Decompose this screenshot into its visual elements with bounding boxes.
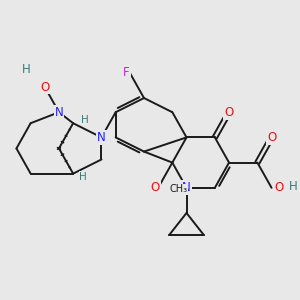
Text: N: N — [182, 181, 191, 194]
Text: O: O — [40, 80, 50, 94]
Text: N: N — [97, 131, 106, 144]
Text: O: O — [150, 181, 160, 194]
Text: H: H — [80, 172, 87, 182]
Text: O: O — [275, 181, 284, 194]
Text: O: O — [224, 106, 234, 119]
Text: O: O — [267, 131, 276, 144]
Text: H: H — [81, 115, 89, 125]
Text: H: H — [22, 63, 30, 76]
Text: CH₃: CH₃ — [169, 184, 187, 194]
Text: N: N — [55, 106, 63, 119]
Text: F: F — [123, 66, 130, 79]
Text: H: H — [289, 180, 298, 193]
